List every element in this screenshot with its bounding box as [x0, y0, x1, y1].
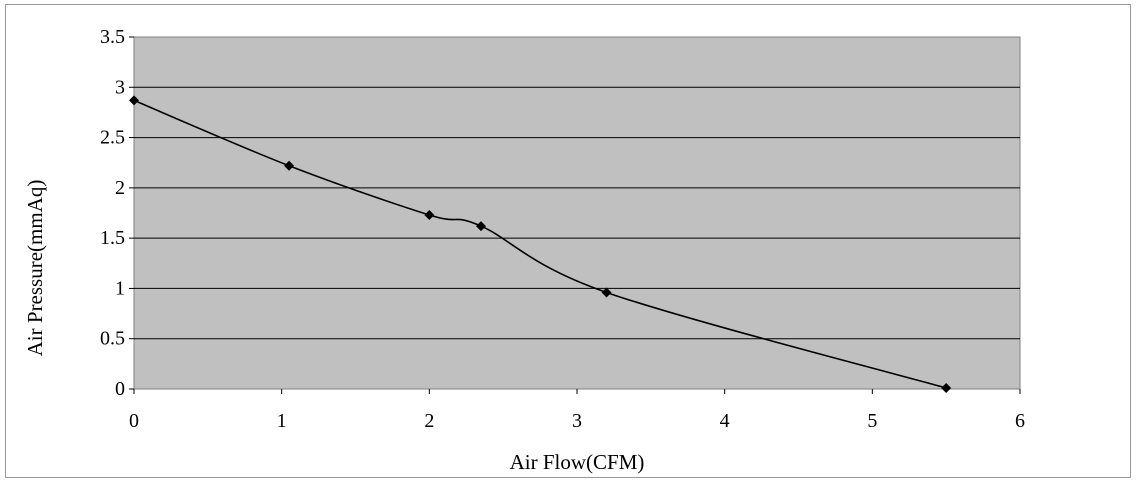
y-axis-ticks: 0 0.5 1 1.5 2 2.5 3 3.5: [100, 26, 134, 400]
x-tick-label: 3: [572, 410, 582, 432]
x-tick-label: 2: [424, 410, 434, 432]
series-line: [133, 99, 947, 389]
x-tick-label: 5: [867, 410, 877, 432]
y-tick-label: 1: [115, 277, 125, 299]
y-tick-label: 0: [115, 378, 125, 400]
y-tick-label: 1.5: [100, 227, 125, 249]
data-point-markers: [129, 95, 952, 393]
x-tick-label: 0: [129, 410, 139, 432]
x-axis-title: Air Flow(CFM): [510, 450, 645, 474]
data-point: [129, 95, 139, 106]
x-tick-label: 4: [720, 410, 730, 432]
y-tick-label: 0.5: [100, 328, 125, 350]
data-point: [941, 382, 952, 393]
x-tick-label: 6: [1015, 410, 1025, 432]
data-point: [601, 287, 612, 298]
plot-area: [133, 36, 1021, 390]
y-axis-title: Air Pressure(mmAq): [23, 180, 47, 357]
x-tick-label: 1: [277, 410, 287, 432]
y-tick-label: 3: [115, 76, 125, 98]
data-point: [284, 160, 295, 171]
data-point: [424, 210, 435, 221]
gridlines: [134, 86, 1020, 340]
y-tick-label: 2: [115, 177, 125, 199]
x-axis-ticks: 0 1 2 3 4 5 6: [129, 389, 1025, 432]
y-tick-label: 2.5: [100, 127, 125, 149]
data-point: [476, 221, 487, 232]
y-tick-label: 3.5: [100, 26, 125, 48]
